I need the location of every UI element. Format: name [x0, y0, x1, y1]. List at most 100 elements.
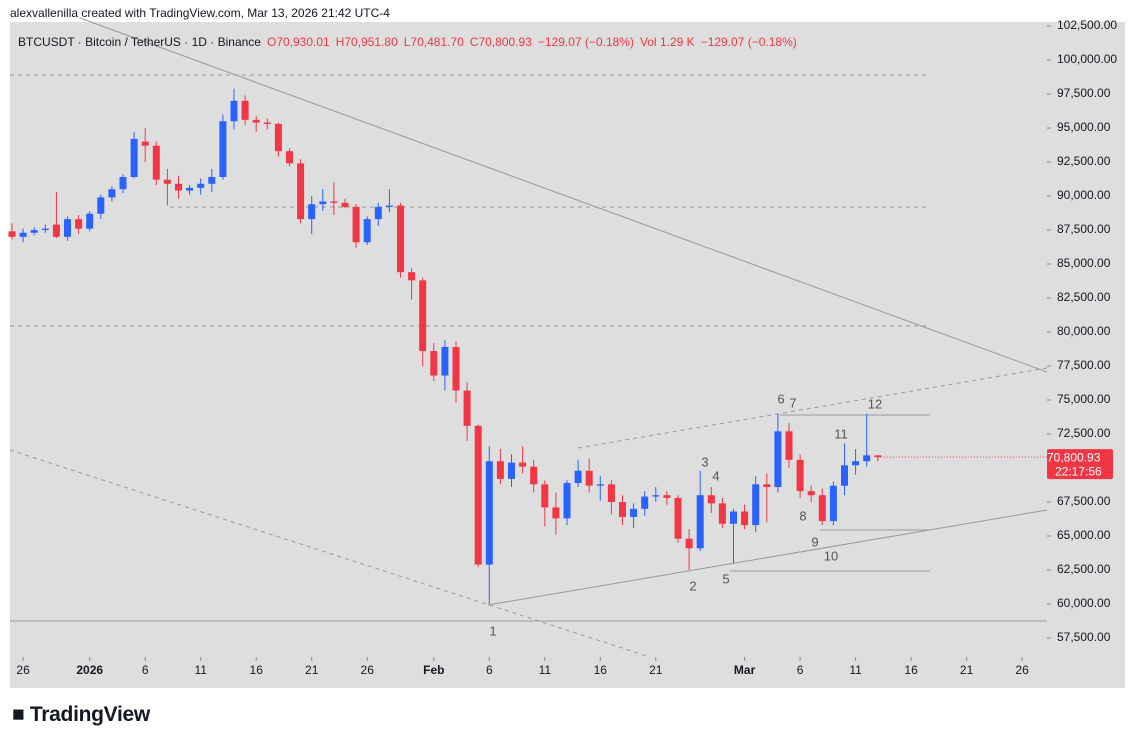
candle-body — [330, 201, 338, 203]
candle-body — [452, 346, 460, 391]
candle-body — [874, 455, 882, 458]
annotation: 10 — [824, 548, 838, 563]
candle-body — [374, 206, 382, 220]
legend-value: L70,481.70 — [403, 35, 464, 49]
x-tick-label: 2026 — [76, 663, 103, 677]
candle-body — [252, 119, 260, 123]
x-tick-label: 21 — [960, 663, 974, 677]
trend-line — [79, 17, 1048, 373]
y-tick-label: 85,000.00 — [1057, 256, 1111, 270]
brand: TradingView — [29, 703, 150, 726]
last-price-label: 70,800.93 — [1047, 450, 1101, 464]
y-tick-label: 57,500.00 — [1057, 630, 1111, 644]
x-tick-label: 6 — [797, 663, 804, 677]
x-tick-label: Feb — [423, 663, 444, 677]
candle-body — [641, 496, 649, 509]
candle-body — [474, 425, 482, 565]
candle-body — [508, 462, 515, 479]
candle-body — [718, 503, 726, 524]
annotation: 5 — [722, 571, 729, 586]
candle-body — [685, 538, 693, 549]
x-tick-label: 6 — [142, 663, 149, 677]
candle-body — [485, 461, 493, 565]
candle-body — [319, 201, 327, 205]
trend-line — [487, 509, 1048, 606]
annotation: 11 — [834, 426, 848, 441]
candle-body — [585, 470, 593, 486]
x-tick-label: Mar — [734, 663, 756, 677]
chart-background — [10, 22, 1125, 688]
candle-body — [730, 511, 737, 524]
chart: 57,500.00 60,000.00 62,500.00 65,000.00 67,5… — [8, 17, 1125, 688]
candle-body — [663, 495, 671, 498]
annotation: 4 — [712, 468, 719, 483]
annotation: 8 — [799, 508, 806, 523]
legend-value: O70,930.01 — [266, 35, 330, 49]
candle-body — [152, 145, 160, 180]
candle-body — [796, 459, 804, 492]
candle-body — [674, 497, 682, 539]
candle-body — [841, 465, 848, 486]
candle-body — [163, 179, 171, 184]
candle-body — [419, 280, 427, 352]
candles — [8, 88, 882, 605]
annotation: 7 — [789, 395, 796, 410]
candle-body — [707, 495, 715, 504]
candle-body — [86, 213, 94, 229]
y-tick-label: 67,500.00 — [1057, 494, 1111, 508]
candle-body — [463, 390, 471, 426]
candle-body — [863, 455, 871, 462]
y-tick-label: 82,500.00 — [1057, 290, 1111, 304]
candle-body — [807, 491, 815, 496]
x-tick-label: 26 — [16, 663, 30, 677]
candle-body — [619, 502, 626, 517]
candle-body — [541, 484, 549, 508]
x-tick-label: 6 — [486, 663, 493, 677]
candle-body — [241, 100, 249, 120]
annotation: 3 — [701, 454, 708, 469]
y-tick-label: 80,000.00 — [1057, 324, 1111, 338]
candle-body — [52, 224, 60, 237]
candle-body — [829, 485, 837, 522]
x-tick-label: 21 — [305, 663, 319, 677]
candle-body — [75, 219, 83, 229]
y-tick-label: 65,000.00 — [1057, 528, 1111, 542]
x-tick-label: 11 — [539, 663, 552, 677]
candle-body — [752, 484, 760, 526]
legend-value: C70,800.93 — [469, 35, 532, 49]
candle-body — [208, 176, 216, 184]
y-tick-label: 102,500.00 — [1057, 18, 1117, 32]
candle-body — [97, 197, 105, 214]
legend: BTCUSDT · Bitcoin / TetherUS · 1D · Bina… — [18, 35, 803, 49]
candle-body — [652, 495, 660, 497]
candle-body — [197, 183, 205, 188]
candle-body — [430, 351, 438, 376]
candle-body — [308, 204, 316, 220]
candle-body — [496, 461, 504, 479]
candle-body — [596, 484, 604, 486]
annotation: 1 — [489, 623, 496, 638]
x-tick-label: 21 — [649, 663, 663, 677]
y-tick-label: 97,500.00 — [1057, 86, 1111, 100]
candle-body — [397, 205, 404, 273]
annotation: 12 — [868, 396, 882, 411]
legend-value: Vol 1.29 K — [639, 35, 695, 49]
x-tick-label: 11 — [194, 663, 207, 677]
candle-body — [563, 482, 571, 519]
y-tick-label: 72,500.00 — [1057, 426, 1111, 440]
candle-body — [8, 231, 16, 237]
candle-body — [119, 176, 127, 190]
candle-body — [408, 272, 416, 281]
candle-body — [186, 187, 194, 191]
candle-body — [297, 163, 305, 220]
y-tick-label: 75,000.00 — [1057, 392, 1111, 406]
annotation: 9 — [811, 534, 818, 549]
candle-body — [630, 508, 638, 517]
candle-body — [263, 122, 271, 124]
candle-body — [341, 202, 349, 207]
candle-body — [41, 228, 49, 231]
candle-body — [175, 183, 182, 191]
y-tick-label: 87,500.00 — [1057, 222, 1111, 236]
last-price-box — [1047, 449, 1113, 480]
